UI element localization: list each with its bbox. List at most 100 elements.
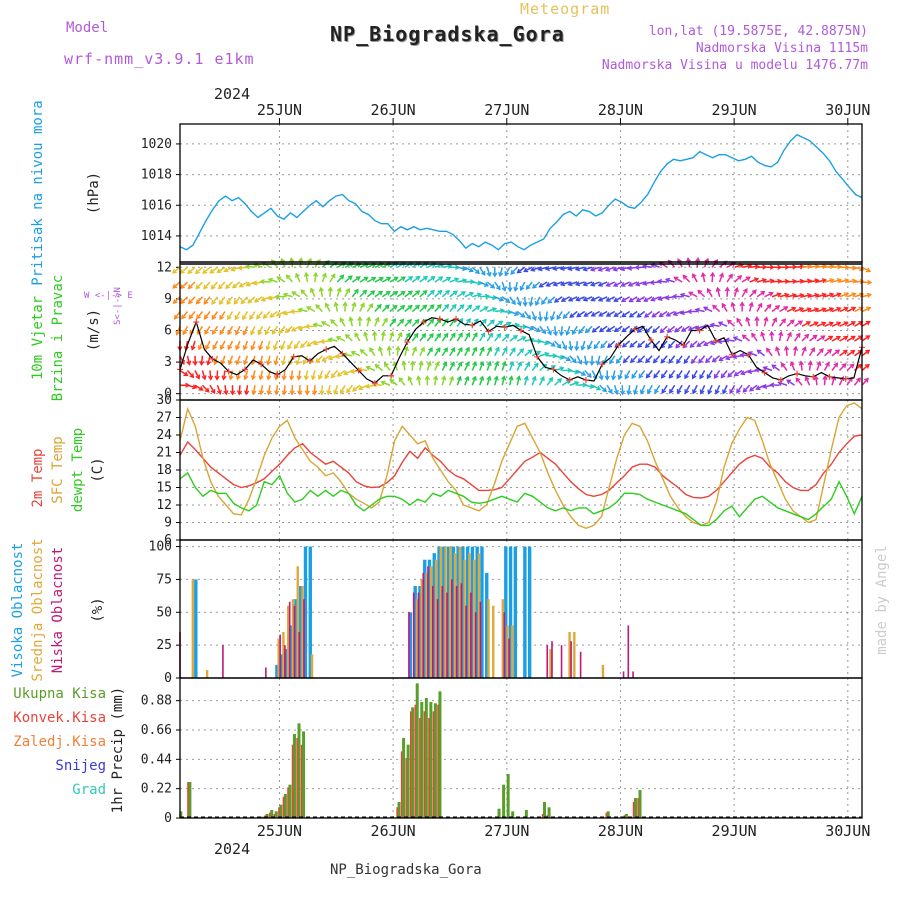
wind-arrow <box>381 381 391 386</box>
wind-arrow-head <box>769 330 775 336</box>
wind-arrow <box>546 325 552 335</box>
wind-arrow-head <box>346 388 351 394</box>
wind-arrow <box>591 296 600 302</box>
y-tick-label: 9 <box>164 516 172 531</box>
wind-arrow <box>209 370 212 380</box>
wind-arrow <box>325 303 331 312</box>
wind-arrow <box>509 376 513 386</box>
wind-arrow <box>479 332 486 342</box>
wind-arrow <box>236 370 241 380</box>
wind-arrow-head <box>535 327 541 333</box>
wind-arrow-head <box>613 389 619 396</box>
cloud-bar-mid <box>291 599 295 678</box>
wind-arrow-head <box>748 301 754 307</box>
gust-marker <box>193 319 200 326</box>
gust-marker <box>550 366 557 373</box>
wind-arrow-head <box>865 335 871 340</box>
wind-arrow-head <box>567 296 574 302</box>
precip-bar-convective <box>269 812 271 818</box>
wind-arrow-head <box>702 306 709 312</box>
wind-arrow-head <box>504 333 510 339</box>
wind-arrow <box>524 311 531 320</box>
wind-arrow <box>501 322 511 327</box>
cloud-bar-low <box>470 592 472 678</box>
gust-marker <box>290 353 297 360</box>
wind-arrow-head <box>713 258 719 265</box>
wind-arrow <box>217 266 226 273</box>
wind-arrow-head <box>383 362 389 368</box>
wind-arrow-head <box>539 376 545 382</box>
cloud-bar-mid <box>205 670 209 678</box>
wind-arrow <box>584 369 592 378</box>
wind-arrow <box>576 310 586 318</box>
wind-arrow <box>659 310 668 318</box>
wind-arrow <box>606 325 616 332</box>
wind-arrow-head <box>567 281 573 287</box>
wind-arrow-head <box>321 356 327 362</box>
cloud-bar-mid <box>415 599 419 678</box>
wind-arrow <box>605 266 615 271</box>
wind-arrow-head <box>675 343 681 349</box>
precip-bar-convective <box>409 711 412 818</box>
wind-arrow-head <box>574 346 580 352</box>
wind-arrow <box>516 296 521 306</box>
wind-arrow-head <box>541 329 547 335</box>
x-tick-label-top: 30JUN <box>825 101 870 119</box>
wind-arrow-head <box>306 341 312 347</box>
wind-arrow-head <box>242 330 248 336</box>
credit-label: made by Angel <box>874 545 890 655</box>
wind-arrow-head <box>429 289 435 295</box>
wind-arrow-head <box>700 271 706 278</box>
wind-arrow <box>258 340 264 350</box>
series-line-pressure <box>179 133 863 251</box>
wind-arrow-head <box>745 316 751 322</box>
cloud-bar-low <box>446 592 448 678</box>
wind-arrow-head <box>807 360 813 366</box>
wind-arrow <box>854 321 863 327</box>
wind-arrow-head <box>501 360 507 367</box>
wind-arrow-head <box>820 335 826 340</box>
wind-arrow <box>667 325 676 333</box>
wind-arrow <box>636 296 646 302</box>
wind-arrow-head <box>421 332 427 339</box>
wind-arrow-head <box>706 374 712 380</box>
wind-arrow <box>621 385 624 395</box>
wind-arrow <box>577 383 587 387</box>
wind-arrow-head <box>384 304 390 310</box>
wind-arrow <box>741 288 748 298</box>
wind-arrow <box>234 311 241 320</box>
wind-arrow <box>456 291 466 298</box>
wind-arrow <box>486 333 493 342</box>
wind-arrow <box>680 293 690 298</box>
wind-arrow-head <box>814 263 820 270</box>
wind-arrow-head <box>757 302 763 308</box>
wind-arrow-head <box>297 390 303 396</box>
wind-arrow <box>232 281 241 289</box>
cloud-bar-high <box>299 586 303 678</box>
cloud-bar-high <box>456 546 460 678</box>
wind-arrow <box>229 370 234 380</box>
wind-arrow <box>638 370 646 379</box>
wind-arrow <box>434 347 441 357</box>
wind-arrow-head <box>207 375 214 381</box>
wind-arrow-head <box>751 332 756 338</box>
wind-arrow <box>501 347 508 357</box>
wind-arrow <box>360 349 368 357</box>
y-tick-label: 1018 <box>141 168 172 183</box>
wind-arrow <box>324 370 331 379</box>
wind-arrow-head <box>792 345 799 351</box>
wind-arrow <box>583 281 593 286</box>
wind-arrow-head <box>259 279 265 285</box>
wind-arrow-head <box>769 382 775 388</box>
precip-bar-total <box>302 731 306 818</box>
wind-arrow-head <box>775 346 780 352</box>
wind-arrow <box>600 340 608 349</box>
wind-arrow-head <box>458 332 463 338</box>
wind-arrow <box>606 281 615 287</box>
wind-arrow-head <box>706 287 712 293</box>
wind-arrow-head <box>458 317 464 323</box>
wind-arrow-head <box>371 330 378 336</box>
wind-arrow <box>457 279 467 283</box>
wind-arrow-head <box>422 290 428 295</box>
wind-arrow-head <box>285 274 291 280</box>
